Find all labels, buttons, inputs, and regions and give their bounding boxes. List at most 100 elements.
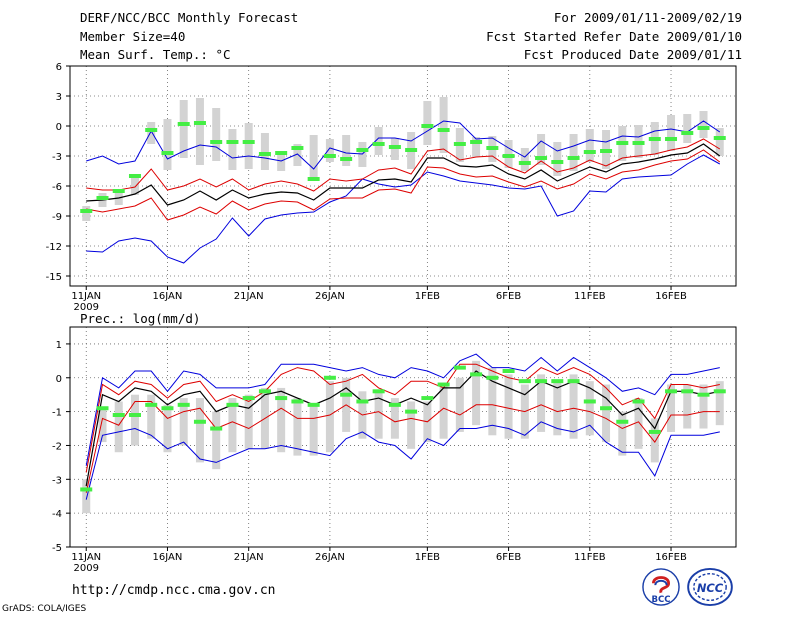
ensemble-box — [667, 384, 676, 432]
x-tick-label: 6FEB — [496, 552, 521, 563]
ensemble-box — [163, 404, 172, 453]
marker-point — [291, 146, 304, 150]
fcst-produced-date: Fcst Produced Date 2009/01/11 — [523, 47, 742, 62]
ensemble-box — [407, 401, 416, 449]
x-tick-label: 21JAN — [234, 291, 264, 302]
series-line-lower — [85, 401, 720, 493]
series-line-upper — [86, 138, 721, 192]
bcc-logo-text: BCC — [651, 595, 670, 605]
x-tick-label: 26JAN — [315, 291, 345, 302]
marker-point — [258, 152, 271, 156]
marker-point — [551, 160, 564, 164]
ensemble-box — [634, 398, 643, 449]
marker-point — [388, 145, 401, 149]
y-tick-label: 6 — [56, 62, 62, 73]
y-tick-label: 0 — [56, 122, 62, 133]
ensemble-box — [455, 377, 464, 432]
ensemble-box — [195, 98, 204, 165]
marker-point — [665, 137, 678, 141]
ensemble-box — [212, 108, 221, 161]
ensemble-box — [179, 100, 188, 158]
marker-point — [242, 396, 255, 401]
marker-point — [600, 406, 613, 411]
marker-point — [567, 379, 580, 384]
source-url[interactable]: http://cmdp.ncc.cma.gov.cn — [72, 583, 276, 598]
ensemble-box — [163, 119, 172, 170]
ensemble-box — [569, 134, 578, 171]
marker-point — [713, 389, 726, 394]
ensemble-box — [293, 398, 302, 456]
series-line-upper — [85, 363, 720, 473]
chart-panel-2: 1 0 -1 -2 -3 -4 -5 11JAN 16JAN 21JAN 26JAN 1FEB 6FEB… — [52, 311, 737, 574]
member-size: Member Size=40 — [80, 29, 186, 44]
ensemble-box — [715, 381, 724, 426]
marker-point — [502, 154, 515, 158]
ensemble-box — [683, 384, 692, 429]
ensemble-box — [244, 123, 253, 169]
y-tick-label: -3 — [52, 152, 62, 163]
ensemble-box — [488, 367, 497, 436]
marker-point — [437, 382, 450, 387]
marker-point — [307, 402, 320, 407]
ensemble-box — [147, 122, 156, 144]
ensemble-box — [374, 127, 383, 155]
x-tick-label: 11JAN — [71, 552, 101, 563]
ensemble-box — [82, 479, 91, 514]
marker-point — [226, 402, 239, 407]
y-tick-label: -12 — [46, 242, 62, 253]
x-tick-label: 16JAN — [153, 291, 183, 302]
variable-label: Mean Surf. Temp.: °C — [80, 47, 231, 62]
ensemble-box — [472, 137, 481, 157]
marker-point — [193, 121, 206, 125]
ensemble-box — [439, 384, 448, 439]
marker-point — [600, 149, 613, 153]
ensemble-box — [602, 384, 611, 443]
marker-point — [80, 209, 93, 213]
ensemble-box — [228, 129, 237, 170]
series-line-lower — [86, 149, 721, 221]
marker-point — [421, 124, 434, 128]
marker-point — [535, 379, 548, 384]
ensemble-box — [260, 133, 269, 170]
marker-point — [486, 375, 499, 380]
marker-point — [518, 161, 531, 165]
y-tick-label: -3 — [52, 475, 62, 486]
marker-point — [502, 369, 515, 373]
marker-point — [226, 140, 239, 144]
plot-frame — [69, 65, 737, 287]
x-tick-year-label: 2009 — [74, 563, 99, 574]
ensemble-box — [699, 384, 708, 429]
x-tick-label: 6FEB — [496, 291, 521, 302]
x-tick-label: 21JAN — [234, 552, 264, 563]
ensemble-box — [244, 394, 253, 449]
ensemble-box — [342, 135, 351, 166]
bcc-logo: BCC — [642, 568, 680, 606]
marker-point — [567, 156, 580, 160]
ensemble-box — [212, 411, 221, 470]
y-tick-label: 1 — [56, 340, 62, 351]
ensemble-box — [82, 206, 91, 221]
marker-point — [616, 141, 629, 145]
ensemble-box — [650, 418, 659, 463]
x-tick-label: 16JAN — [153, 552, 183, 563]
marker-point — [323, 375, 336, 380]
ensemble-box — [537, 134, 546, 165]
marker-point — [291, 399, 304, 404]
chart-title: DERF/NCC/BCC Monthly Forecast — [80, 10, 299, 25]
marker-point — [632, 141, 645, 145]
marker-point — [632, 399, 645, 404]
ensemble-box — [585, 129, 594, 162]
ensemble-box — [114, 189, 123, 205]
ensemble-box — [553, 381, 562, 436]
ensemble-box — [309, 404, 318, 456]
marker-point — [96, 406, 109, 411]
marker-point — [713, 136, 726, 140]
y-tick-label: 3 — [56, 92, 62, 103]
ensemble-box — [715, 128, 724, 156]
x-tick-label: 16FEB — [655, 291, 687, 302]
ensemble-box — [114, 401, 123, 453]
marker-point — [665, 389, 678, 394]
fcst-started-date: Fcst Started Refer Date 2009/01/10 — [486, 29, 742, 44]
y-tick-label: -1 — [52, 408, 62, 419]
marker-point — [405, 148, 418, 152]
